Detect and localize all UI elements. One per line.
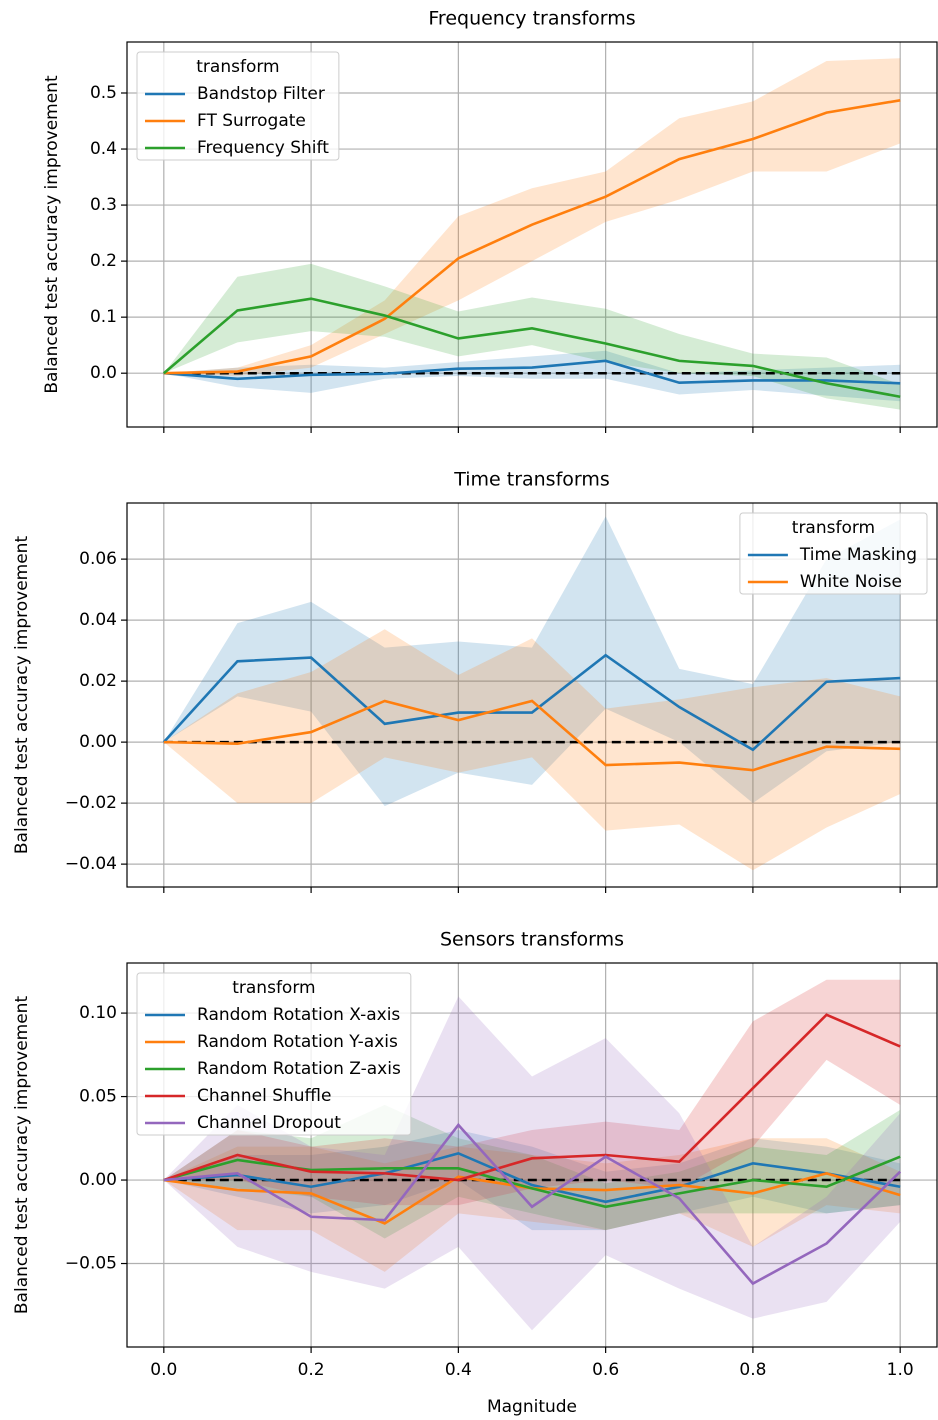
y-tick-label: 0.2 (90, 251, 117, 271)
subplot: Sensors transforms Balanced test accuracy… (12, 929, 938, 1417)
series-line (163, 1122, 902, 1286)
y-tick-label: −0.05 (65, 1254, 117, 1274)
legend: transform Random Rotation X-axis Random Ro… (136, 972, 412, 1136)
axes-frame (126, 41, 938, 428)
legend-title: transform (196, 57, 279, 77)
series-line (163, 1013, 901, 1182)
y-tick-label: 0.00 (79, 732, 117, 752)
legend-label: Frequency Shift (197, 138, 329, 158)
x-axis-label: Magnitude (487, 1397, 577, 1417)
chart-title: Frequency transforms (428, 8, 635, 30)
legend-label: Random Rotation Y-axis (197, 1032, 398, 1052)
y-tick-label: 0.10 (79, 1003, 117, 1023)
y-tick-label: −0.02 (65, 793, 117, 813)
legend: transform Bandstop Filter FT Surrogate Freq… (136, 51, 340, 161)
confidence-band (163, 1104, 901, 1239)
x-tick-label: 1.0 (887, 1360, 914, 1380)
x-tick-label: 0.6 (592, 1360, 619, 1380)
legend-box (739, 512, 928, 595)
x-tick-label: 0.8 (739, 1360, 766, 1380)
y-tick-label: 0.5 (90, 83, 117, 103)
y-tick-label: 0.02 (79, 671, 117, 691)
x-tick-label: 0.2 (298, 1360, 325, 1380)
legend-title: transform (792, 518, 875, 538)
y-axis-label: Balanced test accuracy improvement (42, 75, 62, 394)
legend-title: transform (232, 978, 315, 998)
confidence-band (163, 58, 901, 377)
legend-label: White Noise (800, 572, 902, 592)
legend-box (136, 972, 412, 1136)
confidence-band (163, 979, 901, 1206)
subplot: Time transforms Balanced test accuracy im… (12, 469, 938, 893)
series-line (163, 98, 901, 375)
legend-box (136, 51, 340, 161)
series-line (163, 359, 901, 385)
y-axis-label: Balanced test accuracy improvement (12, 536, 32, 855)
y-tick-label: 0.1 (90, 307, 117, 327)
series-line (162, 297, 901, 399)
y-axis-label: Balanced test accuracy improvement (12, 996, 32, 1315)
legend: transform Time Masking White Noise (739, 512, 928, 595)
legend-label: Channel Dropout (197, 1113, 341, 1133)
legend-label: FT Surrogate (197, 111, 306, 131)
legend-label: Channel Shuffle (197, 1086, 331, 1106)
series-line (163, 1151, 901, 1204)
legend-label: Bandstop Filter (197, 84, 325, 104)
x-tick-label: 0.4 (445, 1360, 472, 1380)
axes-frame (126, 502, 938, 888)
confidence-band (163, 996, 901, 1331)
series-line (162, 653, 901, 752)
series-line (163, 699, 901, 772)
legend-label: Random Rotation X-axis (197, 1005, 400, 1025)
y-tick-label: −0.04 (65, 854, 117, 874)
chart-title: Sensors transforms (440, 929, 624, 951)
confidence-band (163, 350, 901, 402)
x-tick-label: 0.0 (150, 1360, 177, 1380)
y-tick-label: 0.00 (79, 1170, 117, 1190)
confidence-band (163, 516, 901, 807)
legend-label: Time Masking (799, 545, 917, 565)
y-tick-label: 0.06 (79, 549, 117, 569)
y-tick-label: 0.05 (79, 1087, 117, 1107)
subplot: Frequency transforms Balanced test accura… (42, 8, 938, 433)
y-tick-label: 0.4 (90, 139, 117, 159)
legend-label: Random Rotation Z-axis (197, 1059, 401, 1079)
axes-frame (126, 962, 938, 1348)
y-tick-label: 0.04 (79, 610, 117, 630)
chart-title: Time transforms (453, 469, 610, 491)
y-tick-label: 0.3 (90, 195, 117, 215)
y-tick-label: 0.0 (90, 363, 117, 383)
